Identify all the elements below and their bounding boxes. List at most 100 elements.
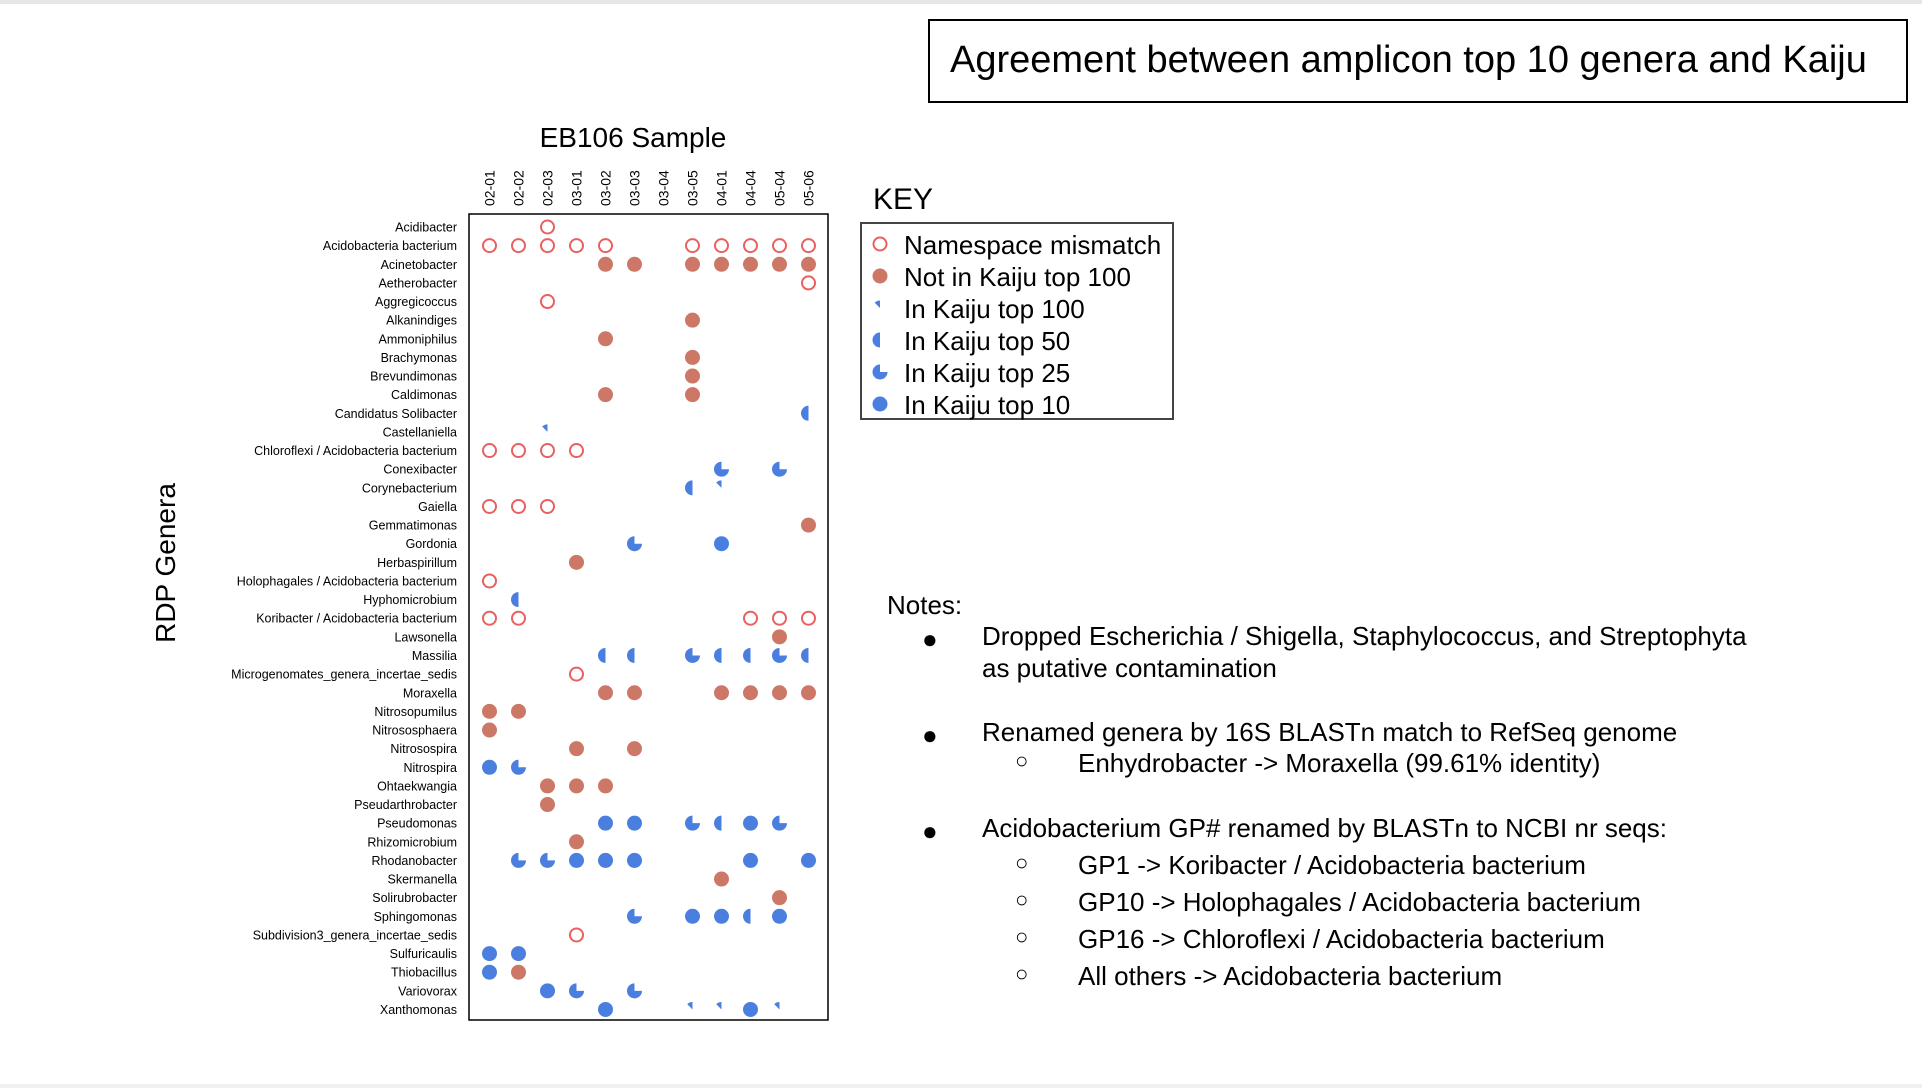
column-label: 02-02	[511, 170, 527, 206]
data-point	[511, 946, 526, 962]
row-label: Acinetobacter	[381, 258, 457, 272]
data-point	[511, 703, 526, 719]
data-point	[540, 498, 555, 514]
row-label: Castellaniella	[383, 425, 457, 439]
legend-marker-icon	[872, 332, 880, 348]
data-point	[540, 219, 555, 235]
row-label: Subdivision3_genera_incertae_sedis	[253, 928, 457, 942]
data-point	[743, 815, 758, 831]
row-label: Nitrososphaera	[372, 724, 457, 738]
data-point	[598, 778, 613, 794]
data-point	[569, 834, 584, 850]
legend-marker	[874, 300, 880, 308]
data-point	[801, 685, 816, 701]
row-label: Nitrosospira	[390, 742, 457, 756]
row-label: Microgenomates_genera_incertae_sedis	[231, 668, 457, 682]
data-point	[685, 368, 700, 384]
column-label: 02-01	[482, 170, 498, 206]
row-label: Nitrospira	[404, 761, 458, 775]
legend-entry: In Kaiju top 50	[862, 324, 1172, 356]
legend-label: Namespace mismatch	[904, 230, 1162, 260]
sub-bullet-ring: ○	[1015, 887, 1029, 912]
data-point	[569, 741, 584, 757]
legend-marker	[872, 364, 888, 380]
column-label: 03-05	[685, 170, 701, 206]
data-point	[569, 927, 584, 943]
data-point	[714, 908, 729, 924]
legend-entry: Namespace mismatch	[862, 228, 1172, 260]
bullet-dot: ●	[922, 624, 938, 654]
column-label: 05-04	[772, 170, 788, 206]
data-point	[714, 256, 729, 272]
data-point	[743, 610, 758, 626]
row-label: Variovorax	[398, 984, 458, 998]
row-label: Caldimonas	[391, 388, 457, 402]
column-label: 04-01	[714, 170, 730, 206]
data-point	[801, 238, 816, 254]
data-point	[716, 1001, 722, 1010]
data-point	[482, 573, 497, 589]
note-bullet-3-sub-3: GP16 -> Chloroflexi / Acidobacteria bact…	[1078, 924, 1605, 954]
data-point	[540, 294, 555, 310]
data-point	[627, 741, 642, 757]
plot-frame	[468, 213, 829, 1021]
top-border	[0, 0, 1922, 4]
data-point	[801, 852, 816, 868]
data-point	[801, 517, 816, 533]
data-point	[685, 256, 700, 272]
data-point	[685, 815, 700, 831]
data-point	[714, 238, 729, 254]
legend-label: In Kaiju top 100	[904, 294, 1085, 324]
row-label: Ohtaekwangia	[377, 779, 457, 793]
data-point	[743, 685, 758, 701]
data-point	[540, 443, 555, 459]
sub-bullet-ring: ○	[1015, 961, 1029, 986]
column-label: 03-01	[569, 170, 585, 206]
data-point	[540, 778, 555, 794]
row-label: Conexibacter	[383, 463, 457, 477]
data-point	[743, 852, 758, 868]
data-point	[569, 666, 584, 682]
legend-marker-icon	[872, 364, 888, 380]
data-point	[685, 908, 700, 924]
data-point	[511, 852, 526, 868]
data-point	[801, 647, 809, 663]
data-point	[511, 759, 526, 775]
legend-label: Not in Kaiju top 100	[904, 262, 1131, 292]
row-label: Brachymonas	[381, 351, 457, 365]
sub-bullet-ring: ○	[1015, 924, 1029, 949]
data-point	[598, 256, 613, 272]
legend-marker	[872, 236, 888, 252]
row-label: Nitrosopumilus	[374, 705, 457, 719]
row-label: Chloroflexi / Acidobacteria bacterium	[254, 444, 457, 458]
data-point	[772, 815, 787, 831]
data-point	[685, 349, 700, 365]
row-label: Aetherobacter	[378, 276, 457, 290]
row-label: Gemmatimonas	[369, 519, 457, 533]
data-point	[482, 759, 497, 775]
row-label: Brevundimonas	[370, 370, 457, 384]
data-point	[743, 238, 758, 254]
note-bullet-1-cont: as putative contamination	[982, 653, 1277, 683]
data-point	[627, 852, 642, 868]
note-bullet-2: Renamed genera by 16S BLASTn match to Re…	[982, 717, 1678, 747]
row-label: Skermanella	[388, 873, 458, 887]
bullet-dot: ●	[922, 816, 938, 846]
legend-entry: In Kaiju top 100	[862, 292, 1172, 324]
data-point	[714, 685, 729, 701]
data-point	[627, 685, 642, 701]
data-point	[540, 797, 555, 813]
data-point	[511, 498, 526, 514]
data-point	[685, 387, 700, 403]
data-point	[772, 256, 787, 272]
row-label: Lawsonella	[394, 630, 457, 644]
row-label: Sphingomonas	[374, 910, 457, 924]
data-point	[743, 908, 751, 924]
data-point	[772, 890, 787, 906]
legend-marker	[872, 396, 888, 412]
data-point	[569, 443, 584, 459]
data-point	[598, 815, 613, 831]
data-point	[801, 256, 816, 272]
data-point	[598, 238, 613, 254]
column-label: 05-06	[801, 170, 817, 206]
